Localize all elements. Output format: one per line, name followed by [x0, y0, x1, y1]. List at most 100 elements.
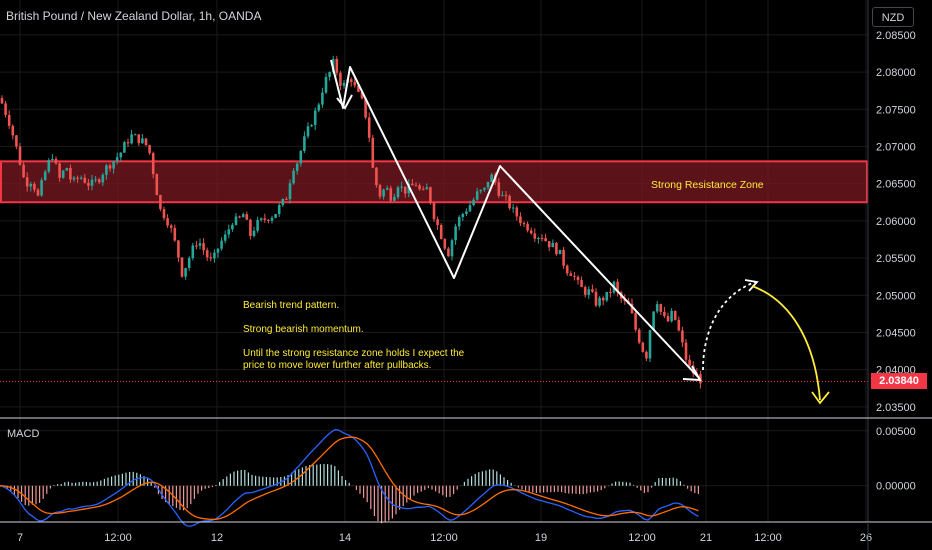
candle-body	[288, 183, 292, 200]
y-tick-label: 2.06000	[876, 216, 916, 228]
candle-body	[285, 198, 288, 200]
candle-body	[436, 219, 439, 226]
macd-line	[0, 429, 699, 527]
candle-body	[105, 165, 108, 175]
candle-body	[382, 189, 385, 197]
candle-body	[583, 287, 587, 295]
candle-body	[195, 245, 198, 247]
candle-body	[364, 98, 367, 118]
candle-body	[69, 167, 72, 180]
candle-body	[645, 351, 648, 359]
currency-button[interactable]: NZD	[872, 7, 914, 27]
candle-body	[659, 304, 663, 312]
candle-body	[555, 242, 558, 255]
y-tick-label: 2.08500	[876, 30, 916, 42]
candle-body	[630, 303, 634, 314]
candle-body	[270, 217, 274, 221]
candle-body	[400, 186, 403, 188]
projected-drop-arrow	[751, 285, 821, 401]
x-tick-label: 12:00	[754, 532, 782, 544]
candle-body	[256, 219, 259, 231]
candle-body	[490, 174, 493, 182]
candle-body	[123, 142, 126, 153]
candle-body	[148, 145, 151, 154]
candle-body	[4, 103, 7, 115]
candle-body	[515, 207, 519, 217]
candle-body	[79, 177, 83, 179]
candle-body	[299, 151, 303, 164]
candle-body	[605, 291, 609, 301]
candle-body	[281, 198, 285, 206]
candle-body	[231, 224, 234, 230]
candle-body	[580, 280, 583, 288]
dashed-pullback-arrow	[702, 281, 756, 371]
candle-body	[259, 218, 263, 220]
candle-body	[587, 289, 591, 295]
candle-body	[209, 257, 213, 259]
candle-body	[375, 167, 378, 186]
candle-body	[234, 216, 238, 225]
candle-body	[263, 218, 267, 220]
zigzag-pattern-line	[330, 59, 701, 380]
candle-body	[353, 81, 357, 86]
candle-body	[342, 82, 346, 86]
candle-body	[339, 72, 342, 86]
candle-body	[159, 195, 162, 210]
candle-body	[429, 187, 432, 204]
candle-body	[249, 219, 252, 236]
candle-body	[0, 98, 4, 104]
candle-body	[486, 181, 490, 188]
candle-body	[677, 319, 681, 331]
drawings	[330, 59, 830, 405]
candle-body	[47, 159, 51, 172]
candle-body	[684, 342, 688, 360]
candle-body	[447, 248, 450, 257]
candle-body	[652, 311, 655, 331]
candle-body	[191, 245, 195, 259]
candle-body	[227, 229, 231, 235]
candle-body	[72, 177, 76, 180]
candle-body	[43, 171, 47, 181]
candle-body	[537, 237, 540, 239]
candle-body	[357, 85, 360, 92]
candle-body	[540, 237, 544, 239]
x-tick-label: 21	[700, 532, 712, 544]
candle-body	[54, 158, 58, 164]
y-tick-label: 2.05500	[876, 253, 916, 265]
x-tick-label: 12:00	[628, 532, 656, 544]
candle-body	[465, 211, 468, 214]
candle-body	[609, 291, 612, 293]
candle-body	[663, 311, 666, 317]
candle-body	[115, 157, 119, 162]
candle-body	[274, 214, 277, 218]
candle-body	[670, 310, 673, 322]
candle-body	[335, 59, 339, 73]
chart-grid	[0, 0, 868, 522]
candle-body	[443, 239, 447, 249]
candle-body	[220, 240, 223, 249]
candle-body	[454, 226, 457, 241]
candle-body	[187, 258, 191, 268]
candle-body	[591, 289, 594, 292]
candle-body	[637, 329, 641, 343]
macd-label: MACD	[7, 428, 40, 440]
annotation-line-4: price to move lower further after pullba…	[243, 360, 432, 371]
candle-body	[472, 199, 475, 206]
last-price-badge: 2.03840	[871, 373, 927, 389]
candle-body	[202, 243, 205, 251]
y-tick-label: 2.05000	[876, 290, 916, 302]
x-tick-label: 19	[535, 532, 547, 544]
candle-body	[36, 189, 40, 196]
candle-body	[439, 225, 443, 240]
candle-body	[83, 177, 87, 183]
candle-body	[616, 281, 619, 293]
candle-body	[414, 185, 418, 187]
symbol-title[interactable]: British Pound / New Zealand Dollar, 1h, …	[6, 9, 262, 23]
signal-line	[0, 436, 699, 521]
candle-body	[547, 241, 551, 248]
candle-body	[267, 219, 270, 221]
arrow-head-icon	[682, 365, 702, 382]
candle-body	[65, 167, 69, 171]
candle-body	[241, 214, 245, 218]
